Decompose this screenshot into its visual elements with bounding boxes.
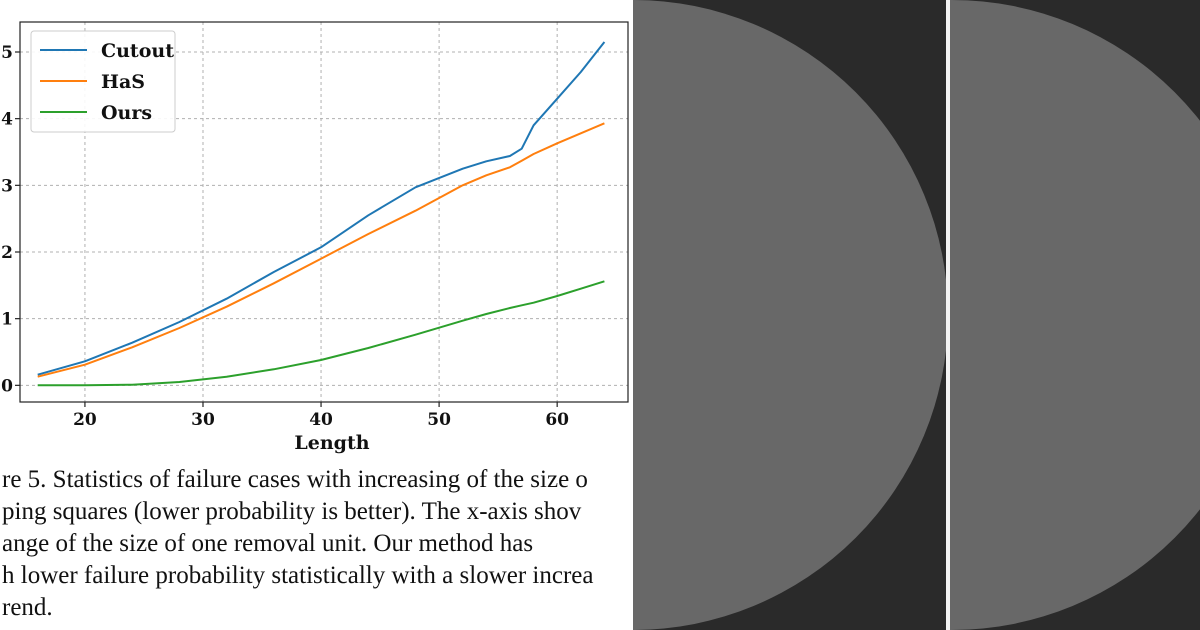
legend-label-cutout: Cutout xyxy=(101,40,174,62)
series-line-ours xyxy=(37,280,605,387)
figure-caption: re 5. Statistics of failure cases with i… xyxy=(0,462,633,630)
image-panel xyxy=(633,0,1200,630)
y-tick-label: 1 xyxy=(1,310,13,330)
caption-line: h lower failure probability statisticall… xyxy=(2,562,594,589)
x-axis-label: Length xyxy=(294,432,369,454)
x-tick-label: 50 xyxy=(427,410,451,430)
legend-label-has: HaS xyxy=(101,71,145,93)
legend-box xyxy=(30,30,176,133)
x-tick-label: 30 xyxy=(191,410,215,430)
caption-line: ange of the size of one removal unit. Ou… xyxy=(2,530,534,557)
y-tick-label: 2 xyxy=(1,243,13,263)
x-tick-label: 40 xyxy=(309,410,333,430)
y-tick-label: 0 xyxy=(1,376,13,396)
line-chart: 20 30 40 50 60 0 1 2 3 4 5 Length Cutout HaS Ours xyxy=(1,21,629,454)
y-tick-label: 3 xyxy=(1,176,13,196)
series-line-cutout xyxy=(37,41,606,376)
y-tick-label: 5 xyxy=(1,43,13,63)
x-tick-label: 20 xyxy=(73,410,97,430)
panel-divider xyxy=(946,0,950,630)
caption-line: rend. xyxy=(2,594,53,621)
caption-line: ping squares (lower probability is bette… xyxy=(2,498,582,525)
caption-line: re 5. Statistics of failure cases with i… xyxy=(2,466,588,493)
right-thumbnail xyxy=(950,0,1200,630)
gray-disc-shape xyxy=(950,0,1200,630)
gray-disc-shape xyxy=(633,0,946,630)
plot-frame xyxy=(19,21,629,403)
legend-label-ours: Ours xyxy=(101,102,152,124)
x-tick-label: 60 xyxy=(545,410,569,430)
y-tick-label: 4 xyxy=(1,110,13,130)
left-thumbnail xyxy=(633,0,946,630)
series-line-has xyxy=(37,122,605,378)
